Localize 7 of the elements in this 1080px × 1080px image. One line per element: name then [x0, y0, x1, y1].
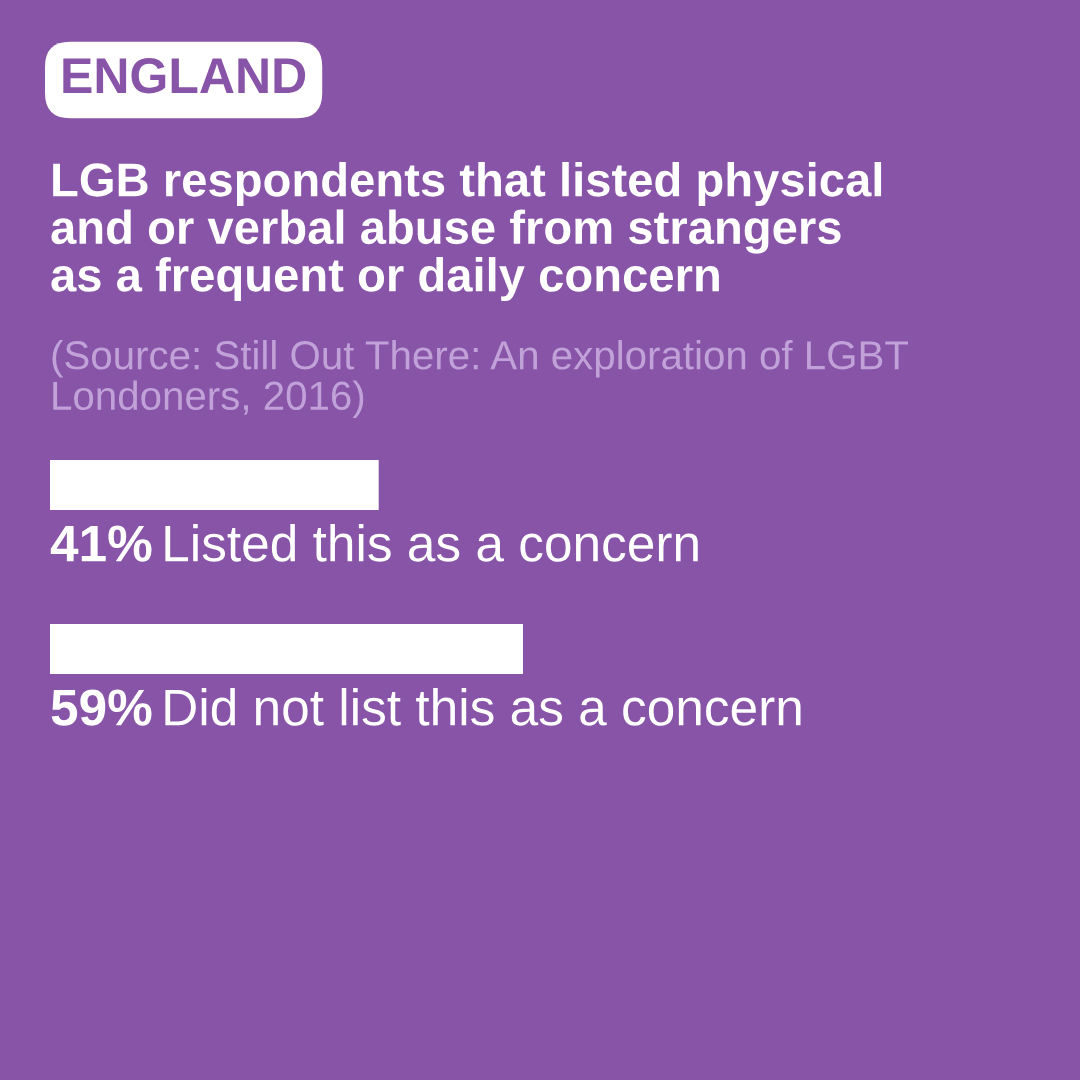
chart-title: LGB respondents that listed physical and or verbal abuse from strangers as a frequent or daily concern: [51, 162, 882, 302]
text: (Source: Still Out There: An exploration of LGBT Londoners, 2016): [52, 340, 909, 418]
y-tick-label: Listed this as a concern: [165, 524, 698, 562]
data-label: 59%: [51, 689, 152, 726]
text: ENGLAND: [63, 58, 306, 94]
data-label: 41%: [50, 525, 152, 562]
y-tick-label: Did not list this as a concern: [165, 688, 801, 726]
